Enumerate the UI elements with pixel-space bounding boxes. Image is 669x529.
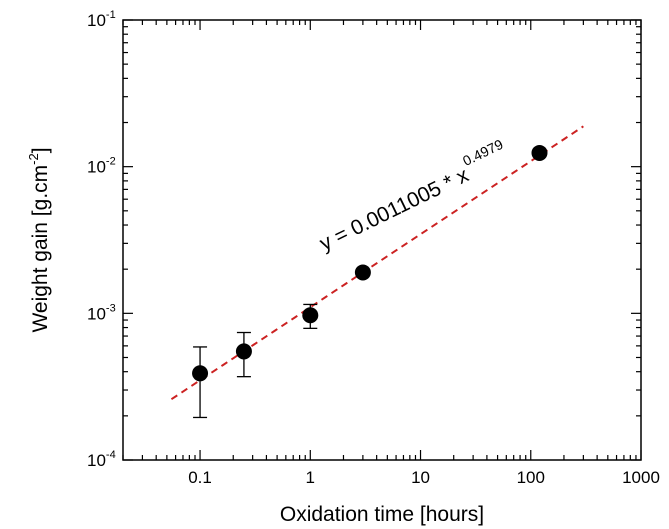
y-tick-base: 10 — [87, 304, 106, 323]
data-points — [192, 144, 548, 382]
minor-ticks — [122, 20, 641, 460]
fit-equation: y = 0.0011005 * x0.4979 — [312, 136, 513, 256]
data-point — [354, 264, 371, 281]
data-point — [235, 343, 252, 360]
data-point — [531, 144, 548, 161]
y-tick-label: 10-3 — [87, 302, 116, 323]
y-tick-base: 10 — [87, 11, 106, 30]
y-tick-exponent: -3 — [106, 302, 116, 314]
x-tick-label: 100 — [517, 468, 545, 487]
y-tick-label: 10-1 — [87, 9, 116, 30]
plot-frame — [122, 19, 642, 461]
x-axis-label: Oxidation time [hours] — [280, 503, 484, 526]
x-tick-label: 10 — [411, 468, 430, 487]
error-bars — [193, 303, 318, 419]
x-tick-label: 0.1 — [188, 468, 212, 487]
y-axis-label-sup: -2 — [26, 153, 41, 165]
y-tick-base: 10 — [87, 451, 106, 470]
fit-equation-exponent: 0.4979 — [460, 136, 506, 169]
x-tick-labels: 0.1 1 10 100 1000 — [188, 468, 660, 487]
y-tick-exponent: -4 — [106, 449, 116, 461]
major-ticks — [123, 19, 642, 461]
x-tick-label: 1000 — [622, 468, 660, 487]
y-tick-base: 10 — [87, 158, 106, 177]
data-point — [302, 307, 319, 324]
fit-equation-main: y = 0.0011005 * x — [316, 163, 473, 255]
y-tick-exponent: -1 — [106, 9, 116, 21]
x-tick-label: 1 — [306, 468, 315, 487]
data-point — [192, 365, 209, 382]
y-tick-labels: 10-410-310-210-1 — [87, 9, 116, 470]
y-axis-label-main: Weight gain [g.cm — [29, 165, 52, 333]
y-axis-label: Weight gain [g.cm-2] — [26, 147, 52, 332]
y-tick-label: 10-4 — [87, 449, 116, 470]
y-axis-label-end: ] — [29, 147, 52, 153]
y-tick-exponent: -2 — [106, 156, 116, 168]
y-tick-label: 10-2 — [87, 156, 116, 177]
fit-line — [170, 125, 584, 401]
